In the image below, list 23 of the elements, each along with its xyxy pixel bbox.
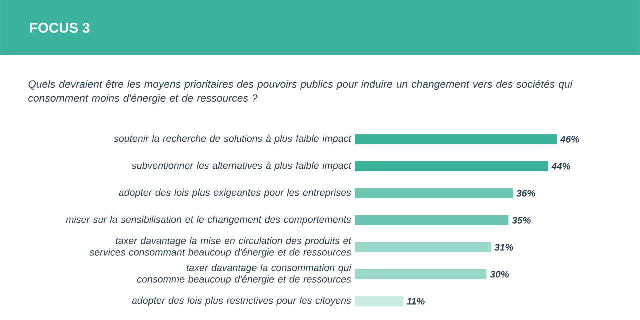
text: FOCUS 3 <box>30 23 90 33</box>
y-tick-label: taxer davantage la mise en circulation des produits et services consommant beaucoup d'énergie et de ressources <box>90 237 352 258</box>
y-tick-label: adopter des lois plus exigeantes pour les entreprises <box>119 188 352 198</box>
data-label: 36% <box>516 190 536 197</box>
y-tick-label: miser sur la sensibilisation et le changement des comportements <box>66 216 352 226</box>
y-tick-label: taxer davantage la consommation qui consomme beaucoup d'énergie et de ressources <box>137 264 352 285</box>
data-label: 46% <box>560 136 580 143</box>
data-label: 44% <box>552 163 570 170</box>
chart-subtitle: Quels devraient être les moyens prioritaires des pouvoirs publics pour induire un changement vers des sociétés qui consomment moins d'énergie et de ressources ? <box>28 80 573 104</box>
bar <box>355 188 514 198</box>
data-label: 11% <box>406 298 425 305</box>
data-label: 30% <box>490 271 510 278</box>
y-tick-label: adopter des lois plus restrictives pour les citoyens <box>132 296 352 306</box>
bar <box>355 269 487 280</box>
bar <box>355 242 492 252</box>
bar <box>355 215 509 226</box>
bar <box>355 296 404 306</box>
bar <box>355 134 557 144</box>
bar <box>355 161 548 172</box>
data-label: 31% <box>494 244 514 251</box>
y-tick-label: soutenir la recherche de solutions à plus faible impact <box>114 134 352 144</box>
y-tick-label: subventionner les alternatives à plus faible impact <box>132 162 352 172</box>
data-label: 35% <box>512 217 531 224</box>
